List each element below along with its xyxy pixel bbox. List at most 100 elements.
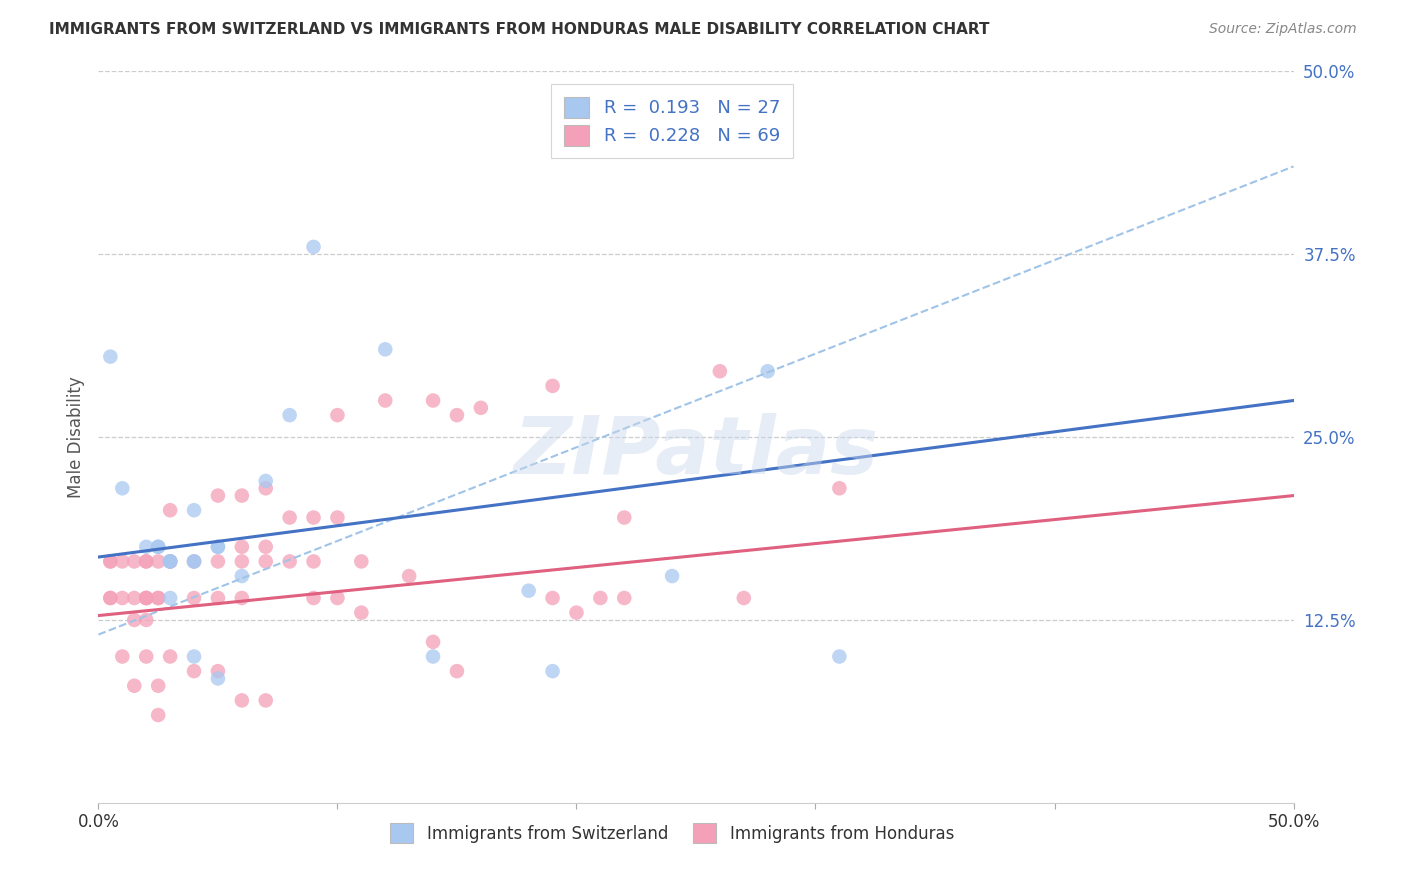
Point — [98, 554, 122, 568]
Point — [422, 649, 444, 664]
Point — [278, 510, 301, 524]
Point — [148, 708, 170, 723]
Text: IMMIGRANTS FROM SWITZERLAND VS IMMIGRANTS FROM HONDURAS MALE DISABILITY CORRELAT: IMMIGRANTS FROM SWITZERLAND VS IMMIGRANT… — [49, 22, 990, 37]
Point — [254, 693, 277, 707]
Point — [98, 554, 122, 568]
Point — [111, 649, 134, 664]
Point — [350, 554, 373, 568]
Point — [422, 635, 444, 649]
Point — [183, 591, 205, 605]
Point — [231, 554, 253, 568]
Point — [124, 591, 146, 605]
Point — [541, 379, 564, 393]
Point — [98, 591, 122, 605]
Point — [374, 393, 396, 408]
Point — [231, 693, 253, 707]
Point — [254, 540, 277, 554]
Point — [231, 569, 253, 583]
Text: ZIPatlas: ZIPatlas — [513, 413, 879, 491]
Point — [207, 540, 229, 554]
Point — [135, 649, 157, 664]
Point — [183, 554, 205, 568]
Point — [124, 554, 146, 568]
Point — [278, 408, 301, 422]
Point — [183, 503, 205, 517]
Point — [135, 554, 157, 568]
Point — [148, 540, 170, 554]
Point — [446, 408, 468, 422]
Point — [159, 554, 181, 568]
Point — [135, 591, 157, 605]
Point — [183, 649, 205, 664]
Point — [231, 540, 253, 554]
Point — [207, 664, 229, 678]
Point — [828, 481, 851, 495]
Point — [613, 591, 636, 605]
Point — [254, 474, 277, 488]
Point — [159, 591, 181, 605]
Point — [124, 679, 146, 693]
Point — [207, 540, 229, 554]
Point — [470, 401, 492, 415]
Point — [374, 343, 396, 357]
Point — [183, 554, 205, 568]
Point — [148, 554, 170, 568]
Point — [135, 613, 157, 627]
Point — [589, 591, 612, 605]
Point — [828, 649, 851, 664]
Point — [254, 554, 277, 568]
Point — [135, 540, 157, 554]
Point — [111, 554, 134, 568]
Point — [148, 540, 170, 554]
Point — [302, 554, 325, 568]
Point — [124, 613, 146, 627]
Point — [207, 489, 229, 503]
Point — [111, 591, 134, 605]
Point — [207, 591, 229, 605]
Point — [148, 591, 170, 605]
Point — [613, 510, 636, 524]
Point — [159, 554, 181, 568]
Y-axis label: Male Disability: Male Disability — [66, 376, 84, 498]
Point — [159, 649, 181, 664]
Point — [565, 606, 588, 620]
Point — [183, 664, 205, 678]
Point — [661, 569, 683, 583]
Point — [350, 606, 373, 620]
Point — [98, 591, 122, 605]
Point — [207, 672, 229, 686]
Text: Source: ZipAtlas.com: Source: ZipAtlas.com — [1209, 22, 1357, 37]
Point — [98, 350, 122, 364]
Point — [231, 489, 253, 503]
Point — [733, 591, 755, 605]
Point — [756, 364, 779, 378]
Point — [135, 591, 157, 605]
Point — [135, 591, 157, 605]
Point — [541, 664, 564, 678]
Point — [541, 591, 564, 605]
Point — [517, 583, 540, 598]
Point — [254, 481, 277, 495]
Point — [148, 591, 170, 605]
Point — [422, 393, 444, 408]
Point — [326, 591, 349, 605]
Point — [398, 569, 420, 583]
Point — [302, 240, 325, 254]
Point — [709, 364, 731, 378]
Point — [159, 554, 181, 568]
Point — [183, 554, 205, 568]
Legend: Immigrants from Switzerland, Immigrants from Honduras: Immigrants from Switzerland, Immigrants … — [384, 817, 960, 849]
Point — [207, 554, 229, 568]
Point — [302, 510, 325, 524]
Point — [302, 591, 325, 605]
Point — [111, 481, 134, 495]
Point — [278, 554, 301, 568]
Point — [326, 510, 349, 524]
Point — [159, 503, 181, 517]
Point — [326, 408, 349, 422]
Point — [148, 679, 170, 693]
Point — [159, 554, 181, 568]
Point — [159, 554, 181, 568]
Point — [446, 664, 468, 678]
Point — [231, 591, 253, 605]
